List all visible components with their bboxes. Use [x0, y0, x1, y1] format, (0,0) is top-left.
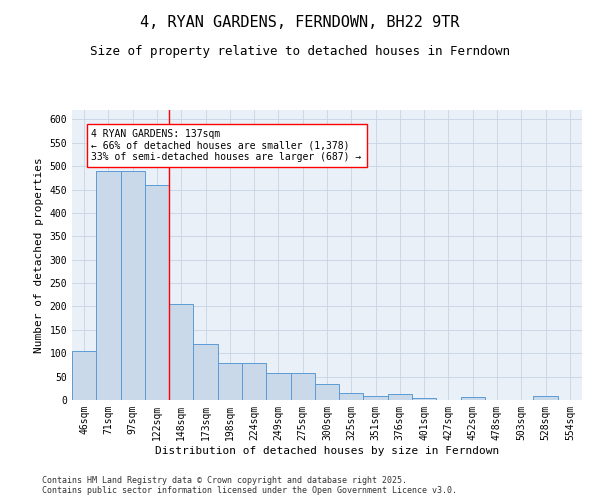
Text: 4, RYAN GARDENS, FERNDOWN, BH22 9TR: 4, RYAN GARDENS, FERNDOWN, BH22 9TR — [140, 15, 460, 30]
Bar — [121, 171, 145, 400]
Bar — [339, 394, 364, 400]
Y-axis label: Number of detached properties: Number of detached properties — [34, 157, 44, 353]
Bar — [364, 396, 388, 400]
Bar — [169, 304, 193, 400]
Text: Size of property relative to detached houses in Ferndown: Size of property relative to detached ho… — [90, 45, 510, 58]
Bar — [461, 397, 485, 400]
Bar — [145, 185, 169, 400]
Bar — [72, 351, 96, 400]
Bar — [412, 398, 436, 400]
Text: Contains HM Land Registry data © Crown copyright and database right 2025.
Contai: Contains HM Land Registry data © Crown c… — [42, 476, 457, 495]
X-axis label: Distribution of detached houses by size in Ferndown: Distribution of detached houses by size … — [155, 446, 499, 456]
Bar — [266, 374, 290, 400]
Bar — [533, 396, 558, 400]
Bar — [96, 171, 121, 400]
Bar — [290, 374, 315, 400]
Bar — [218, 362, 242, 400]
Bar — [242, 362, 266, 400]
Text: 4 RYAN GARDENS: 137sqm
← 66% of detached houses are smaller (1,378)
33% of semi-: 4 RYAN GARDENS: 137sqm ← 66% of detached… — [91, 128, 362, 162]
Bar — [315, 384, 339, 400]
Bar — [193, 344, 218, 400]
Bar — [388, 394, 412, 400]
